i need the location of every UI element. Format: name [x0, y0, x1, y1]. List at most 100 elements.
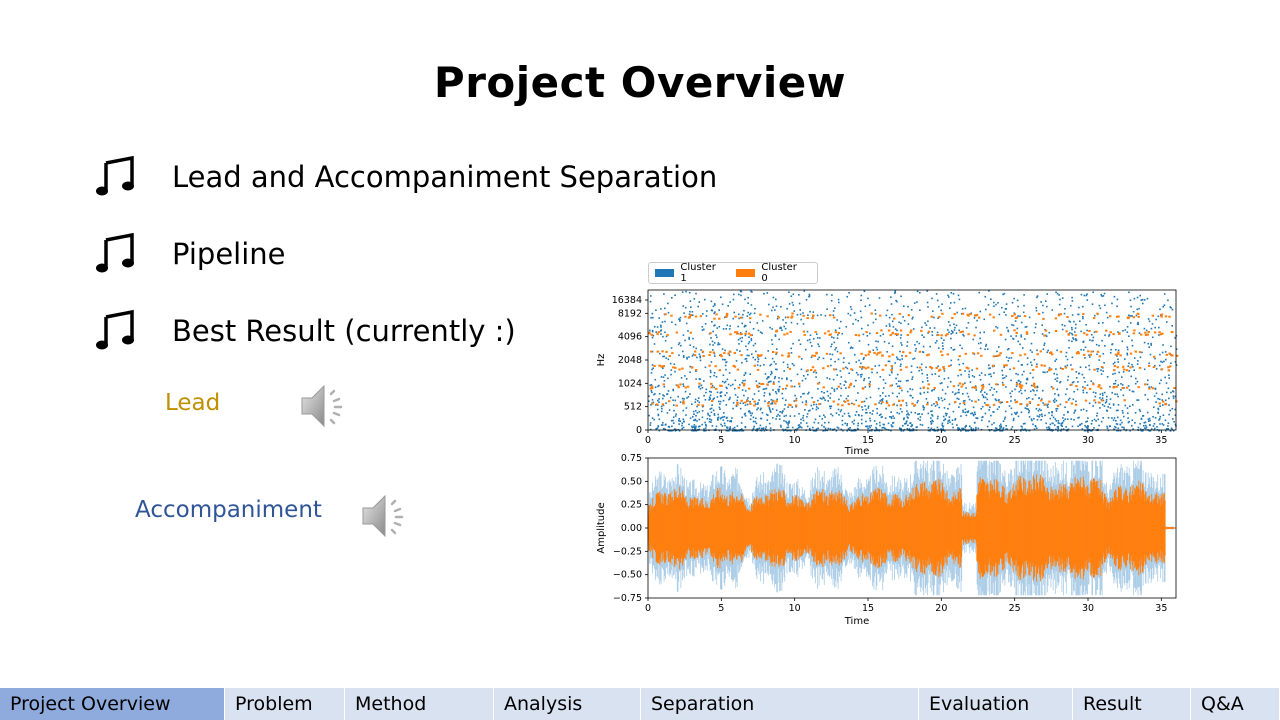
point: [964, 370, 966, 372]
point: [892, 415, 894, 417]
point: [1071, 328, 1073, 331]
point: [653, 343, 656, 345]
tab-method[interactable]: Method: [345, 688, 494, 720]
point: [1147, 398, 1149, 401]
point: [712, 330, 714, 333]
point: [744, 390, 747, 392]
point: [1064, 308, 1066, 310]
point: [813, 354, 816, 357]
point: [917, 400, 919, 402]
point: [937, 365, 939, 368]
point: [1066, 388, 1068, 390]
point: [708, 399, 710, 401]
tab-problem[interactable]: Problem: [225, 688, 345, 720]
point: [784, 404, 786, 406]
point: [1111, 343, 1114, 345]
point: [719, 403, 721, 405]
point: [884, 364, 887, 367]
point: [961, 312, 965, 315]
point: [767, 401, 770, 404]
point: [938, 398, 940, 401]
point: [810, 356, 813, 358]
tab-qa[interactable]: Q&A: [1191, 688, 1280, 720]
speaker-icon[interactable]: [298, 380, 350, 432]
point: [1008, 357, 1010, 359]
point: [871, 371, 873, 374]
point: [661, 424, 664, 426]
point: [752, 420, 755, 423]
point: [1144, 383, 1147, 386]
tab-analysis[interactable]: Analysis: [494, 688, 641, 720]
point: [915, 348, 917, 350]
point: [1098, 384, 1101, 387]
point: [815, 376, 817, 378]
point: [868, 385, 871, 388]
point: [1173, 387, 1176, 389]
tab-separation[interactable]: Separation: [641, 688, 919, 720]
point: [1117, 427, 1120, 430]
speaker-icon[interactable]: [359, 490, 411, 542]
point: [919, 423, 922, 426]
point: [1173, 421, 1175, 423]
point: [890, 369, 893, 371]
point: [713, 317, 716, 320]
point: [1133, 369, 1135, 371]
point: [655, 404, 657, 406]
point: [1023, 315, 1027, 318]
point: [858, 359, 860, 362]
point: [919, 416, 922, 418]
point: [658, 398, 660, 400]
point: [1083, 353, 1086, 356]
point: [835, 347, 837, 349]
point: [988, 290, 990, 292]
point: [1036, 385, 1039, 388]
point: [1121, 340, 1124, 343]
point: [993, 305, 995, 308]
point: [993, 372, 995, 374]
point: [817, 399, 819, 402]
point: [651, 330, 654, 333]
point: [855, 379, 857, 382]
tab-project-overview[interactable]: Project Overview: [0, 688, 225, 720]
point: [1018, 390, 1021, 393]
point: [931, 390, 933, 392]
point: [783, 415, 786, 417]
point: [1162, 404, 1164, 406]
point: [1096, 412, 1099, 415]
point: [698, 428, 701, 431]
point: [1055, 291, 1057, 294]
point: [678, 418, 681, 420]
point: [962, 400, 965, 402]
point: [786, 430, 788, 432]
point: [948, 403, 951, 406]
point: [1099, 393, 1102, 396]
point: [1055, 358, 1058, 361]
point: [809, 341, 812, 344]
point: [847, 395, 849, 397]
tab-result[interactable]: Result: [1073, 688, 1191, 720]
point: [735, 429, 737, 432]
point: [1026, 403, 1029, 406]
point: [781, 412, 783, 414]
point: [679, 320, 681, 322]
point: [851, 402, 853, 405]
point: [1164, 351, 1167, 353]
point: [728, 350, 731, 353]
point: [775, 368, 777, 371]
point: [974, 385, 977, 387]
point: [848, 415, 850, 417]
point: [1053, 424, 1056, 426]
point: [786, 426, 788, 429]
point: [815, 372, 818, 374]
point: [882, 392, 884, 394]
point: [798, 294, 800, 296]
point: [1143, 425, 1145, 427]
point: [967, 322, 970, 324]
point: [890, 424, 893, 426]
point: [809, 427, 811, 430]
point: [997, 302, 999, 304]
tab-evaluation[interactable]: Evaluation: [919, 688, 1073, 720]
point: [694, 429, 696, 432]
point: [725, 361, 727, 364]
point: [667, 390, 670, 392]
